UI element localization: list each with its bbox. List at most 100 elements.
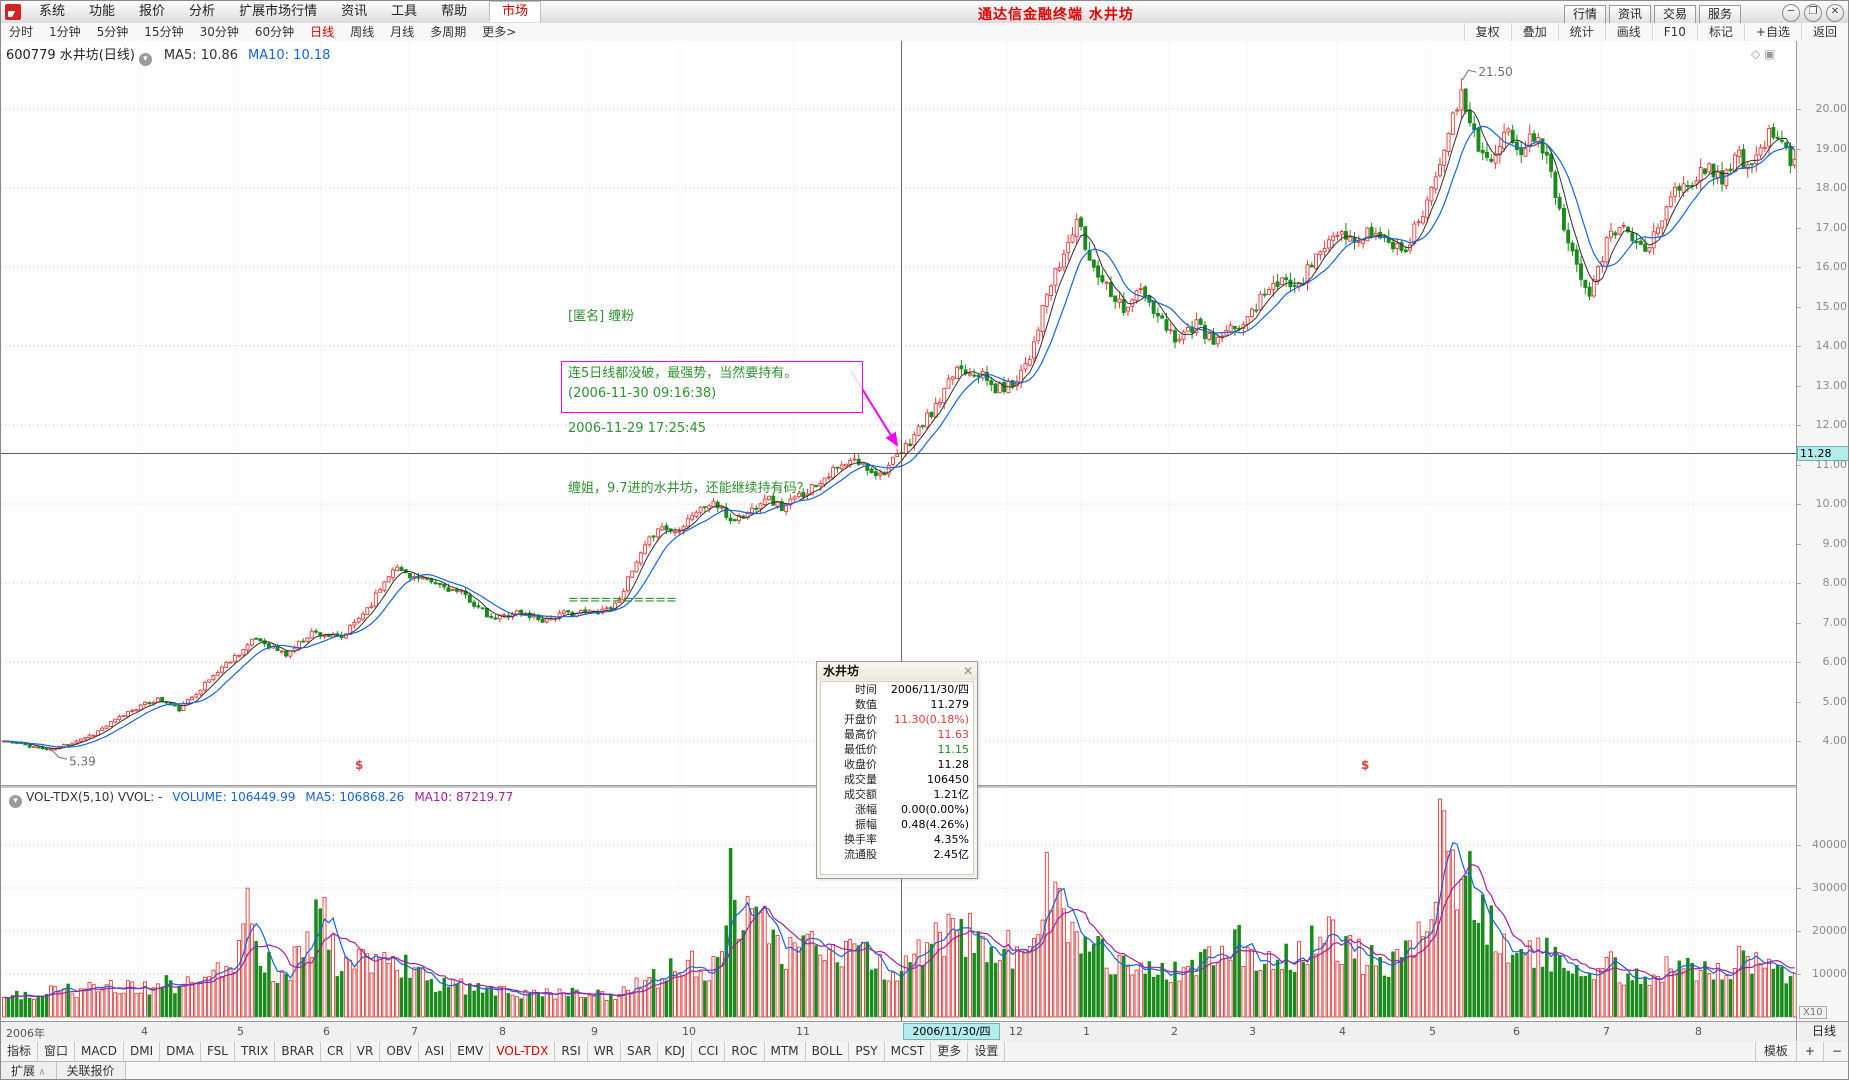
month-label-4: 4 [141, 1025, 148, 1038]
popup-row-成交量: 成交量 106450 [821, 772, 973, 787]
tool-复权[interactable]: 复权 [1463, 23, 1511, 41]
indicator-tab-BRAR[interactable]: BRAR [275, 1042, 322, 1061]
period-15分钟[interactable]: 15分钟 [144, 25, 184, 39]
indicator-tab-ASI[interactable]: ASI [419, 1042, 452, 1061]
indicator-tab-窗口[interactable]: 窗口 [38, 1042, 76, 1061]
tool-画线[interactable]: 画线 [1604, 23, 1652, 41]
popup-body: 时间 2006/11/30/四 数值 11.279 开盘价 11.30(0.18%) 最高价… [820, 681, 974, 875]
period-1分钟[interactable]: 1分钟 [49, 25, 81, 39]
indicator-tab-BOLL[interactable]: BOLL [806, 1042, 850, 1061]
titlebar-button-服务[interactable]: 服务 [1699, 5, 1741, 24]
popup-field-value: 106450 [927, 773, 969, 786]
price-axis-tick [1797, 622, 1801, 624]
panel-icon[interactable]: ▣ [1764, 47, 1776, 61]
period-分时[interactable]: 分时 [9, 25, 34, 39]
tool-返回[interactable]: 返回 [1800, 23, 1848, 41]
indicator-tab-DMA[interactable]: DMA [160, 1042, 201, 1061]
tool-F10[interactable]: F10 [1651, 23, 1697, 41]
indicator-tab-RSI[interactable]: RSI [555, 1042, 588, 1061]
volume-axis-label: 20000 [1812, 924, 1847, 937]
menu-item-扩展市场行情[interactable]: 扩展市场行情 [239, 4, 318, 19]
indicator-tab-MTM[interactable]: MTM [765, 1042, 806, 1061]
period-60分钟[interactable]: 60分钟 [254, 25, 295, 39]
close-icon[interactable]: ✕ [962, 664, 973, 678]
minimize-button[interactable]: ─ [1782, 4, 1800, 22]
price-candlestick-chart[interactable]: 21.50 5.39 $ $ [1, 41, 1796, 785]
period-更多>[interactable]: 更多> [482, 25, 517, 39]
indicator-tab-更多[interactable]: 更多 [931, 1042, 969, 1061]
indicator-tab-WR[interactable]: WR [588, 1042, 622, 1061]
volume-chart[interactable] [1, 788, 1796, 1021]
price-axis-tick [1797, 583, 1801, 584]
chart-region[interactable]: 21.50 5.39 $ $ 600779 水井坊(日线) ▾ MA5: 10.86 MA1… [1, 41, 1796, 1021]
indicator-模板-button[interactable]: 模板 [1754, 1042, 1796, 1061]
popup-row-涨幅: 涨幅 0.00(0.00%) [821, 802, 973, 817]
period-30分钟[interactable]: 30分钟 [199, 25, 239, 39]
month-label-2: 2 [1171, 1025, 1178, 1038]
indicator-tab-KDJ[interactable]: KDJ [658, 1042, 693, 1061]
price-axis-tick [1797, 306, 1801, 308]
indicator-tab-CCI[interactable]: CCI [692, 1042, 726, 1061]
month-label-7: 7 [1603, 1025, 1610, 1038]
indicator-tab-EMV[interactable]: EMV [451, 1042, 491, 1061]
diamond-icon[interactable]: ◇ [1751, 47, 1761, 61]
price-axis-label: 14.00 [1815, 339, 1848, 352]
status-tab-关联报价[interactable]: 关联报价 [56, 1062, 126, 1079]
month-label-8: 8 [499, 1025, 506, 1038]
price-axis-tick [1797, 504, 1801, 505]
popup-field-value: 0.00(0.00%) [900, 803, 969, 816]
comment-time: 2006-11-29 17:25:45 [568, 421, 707, 436]
indicator-plus-button[interactable]: + [1795, 1042, 1823, 1061]
indicator-tab-MACD[interactable]: MACD [75, 1042, 125, 1061]
menu-item-帮助[interactable]: 帮助 [441, 4, 468, 19]
indicator-tab-ROC[interactable]: ROC [725, 1042, 765, 1061]
indicator-tab-CR[interactable]: CR [321, 1042, 351, 1061]
quote-info-popup[interactable]: 水井坊 ✕ 时间 2006/11/30/四 数值 11.279 开盘价 11.30(0.1… [816, 661, 978, 879]
indicator-tab-SAR[interactable]: SAR [621, 1042, 659, 1061]
period-日线[interactable]: 日线 [310, 25, 335, 39]
menu-item-报价[interactable]: 报价 [139, 4, 166, 19]
indicator-tab-DMI[interactable]: DMI [124, 1042, 161, 1061]
month-label-10: 10 [682, 1025, 696, 1038]
tool-叠加[interactable]: 叠加 [1510, 23, 1558, 41]
indicator-tab-指标[interactable]: 指标 [1, 1042, 39, 1061]
collapse-icon[interactable]: ▾ [9, 795, 22, 808]
popup-row-流通股: 流通股 2.45亿 [821, 847, 973, 862]
titlebar-button-资讯[interactable]: 资讯 [1609, 5, 1651, 24]
indicator-tab-MCST[interactable]: MCST [885, 1042, 932, 1061]
collapse-icon[interactable]: ▾ [138, 53, 152, 66]
period-周线[interactable]: 周线 [350, 25, 375, 39]
popup-field-value: 11.15 [937, 743, 970, 756]
titlebar-button-行情[interactable]: 行情 [1564, 5, 1606, 24]
period-5分钟[interactable]: 5分钟 [96, 25, 129, 39]
period-多周期[interactable]: 多周期 [430, 25, 467, 39]
svg-text:$: $ [355, 758, 363, 772]
restore-button[interactable]: ❐ [1804, 4, 1822, 22]
indicator-minus-button[interactable]: − [1822, 1042, 1848, 1061]
status-tab-扩展[interactable]: 扩展 ∧ [1, 1062, 57, 1079]
indicator-tab-OBV[interactable]: OBV [380, 1042, 419, 1061]
period-月线[interactable]: 月线 [390, 25, 415, 39]
indicator-tab-VOL-TDX[interactable]: VOL-TDX [490, 1042, 556, 1061]
indicator-tab-TRIX[interactable]: TRIX [235, 1042, 276, 1061]
title-bar: 系统 功能 报价 分析 扩展市场行情 资讯 工具 帮助 市场 通达信金融终端 水井坊 行情 资讯交… [1, 1, 1848, 24]
volume-scale-label: X10 [1799, 1006, 1827, 1019]
period-toolbar: 分时 1分钟 5分钟 15分钟 30分钟 60分钟 日线 周线 月线 多周期 更多> 复权 叠加 统计画… [1, 23, 1848, 42]
menu-item-系统[interactable]: 系统 [39, 4, 66, 19]
indicator-tab-FSL[interactable]: FSL [201, 1042, 235, 1061]
menu-item-资讯[interactable]: 资讯 [341, 4, 368, 19]
volume-indicator-label: VOL-TDX(5,10) VVOL: - [26, 790, 163, 804]
menu-item-分析[interactable]: 分析 [189, 4, 216, 19]
tool-+自选[interactable]: +自选 [1743, 23, 1801, 41]
menu-item-工具[interactable]: 工具 [391, 4, 418, 19]
indicator-tab-PSY[interactable]: PSY [849, 1042, 885, 1061]
indicator-tab-设置[interactable]: 设置 [968, 1042, 1006, 1061]
close-button[interactable]: ✕ [1826, 4, 1844, 22]
tool-统计[interactable]: 统计 [1557, 23, 1605, 41]
indicator-tab-VR[interactable]: VR [351, 1042, 381, 1061]
titlebar-button-交易[interactable]: 交易 [1654, 5, 1696, 24]
tool-标记[interactable]: 标记 [1696, 23, 1744, 41]
menu-item-功能[interactable]: 功能 [89, 4, 116, 19]
menu-item-market[interactable]: 市场 [489, 1, 542, 22]
popup-field-value: 11.30(0.18%) [893, 713, 969, 726]
